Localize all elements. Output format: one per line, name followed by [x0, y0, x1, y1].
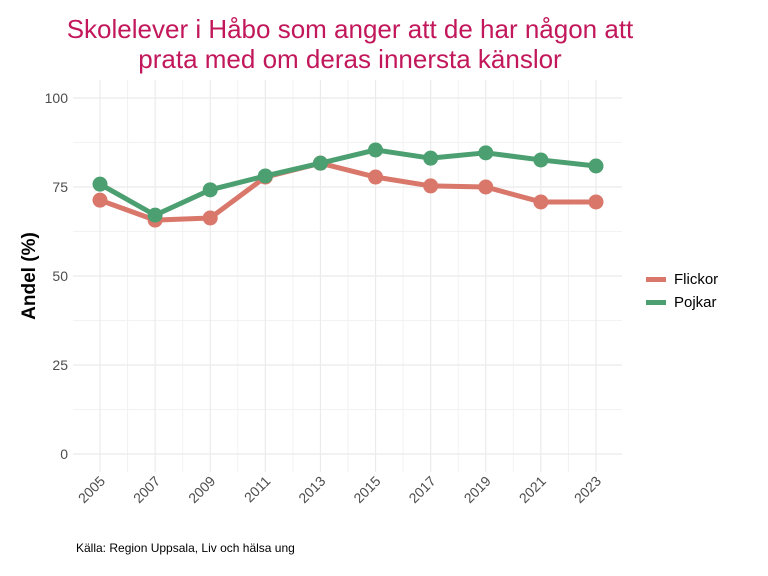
data-point-pojkar [257, 168, 273, 184]
data-point-pojkar [147, 207, 163, 223]
data-point-pojkar [368, 142, 384, 158]
x-tick-label: 2019 [461, 473, 494, 506]
data-point-pojkar [202, 182, 218, 198]
legend-key-flickor [646, 277, 666, 282]
x-tick-label: 2009 [185, 473, 218, 506]
y-tick-label: 0 [60, 446, 68, 462]
x-tick-label: 2011 [241, 473, 274, 506]
legend-label-pojkar: Pojkar [674, 294, 717, 311]
data-point-flickor [202, 210, 218, 226]
x-tick-label: 2017 [405, 473, 438, 506]
y-tick-label: 25 [52, 357, 68, 373]
x-tick-label: 2007 [130, 473, 163, 506]
y-tick-label: 50 [52, 268, 68, 284]
x-tick-label: 2005 [75, 473, 108, 506]
data-point-pojkar [588, 158, 604, 174]
series-line-flickor [99, 160, 596, 223]
legend: Flickor Pojkar [646, 268, 718, 314]
x-tick-label: 2013 [295, 473, 328, 506]
source-caption: Källa: Region Uppsala, Liv och hälsa ung [76, 541, 295, 555]
x-tick-label: 2023 [571, 473, 604, 506]
legend-key-pojkar [646, 300, 666, 305]
series-line-pojkar [98, 147, 597, 218]
legend-item-flickor: Flickor [646, 268, 718, 291]
x-tick-label: 2015 [350, 473, 383, 506]
data-point-pojkar [478, 145, 494, 161]
chart-title: Skolelever i Håbo som anger att de har n… [0, 14, 700, 74]
data-point-pojkar [533, 152, 549, 168]
data-point-flickor [368, 169, 384, 185]
data-point-pojkar [423, 150, 439, 166]
legend-label-flickor: Flickor [674, 271, 719, 288]
legend-item-pojkar: Pojkar [646, 291, 718, 314]
data-point-flickor [478, 179, 494, 195]
data-point-flickor [92, 192, 108, 208]
y-tick-label: 100 [45, 90, 69, 106]
x-tick-label: 2021 [516, 473, 549, 506]
data-point-pojkar [92, 176, 108, 192]
y-tick-label: 75 [52, 179, 68, 195]
data-point-flickor [588, 194, 604, 210]
data-point-pojkar [312, 155, 328, 171]
title-line-1: Skolelever i Håbo som anger att de har n… [66, 14, 634, 44]
data-point-flickor [423, 178, 439, 194]
title-line-2: prata med om deras innersta känslor [138, 44, 562, 74]
data-point-flickor [533, 194, 549, 210]
